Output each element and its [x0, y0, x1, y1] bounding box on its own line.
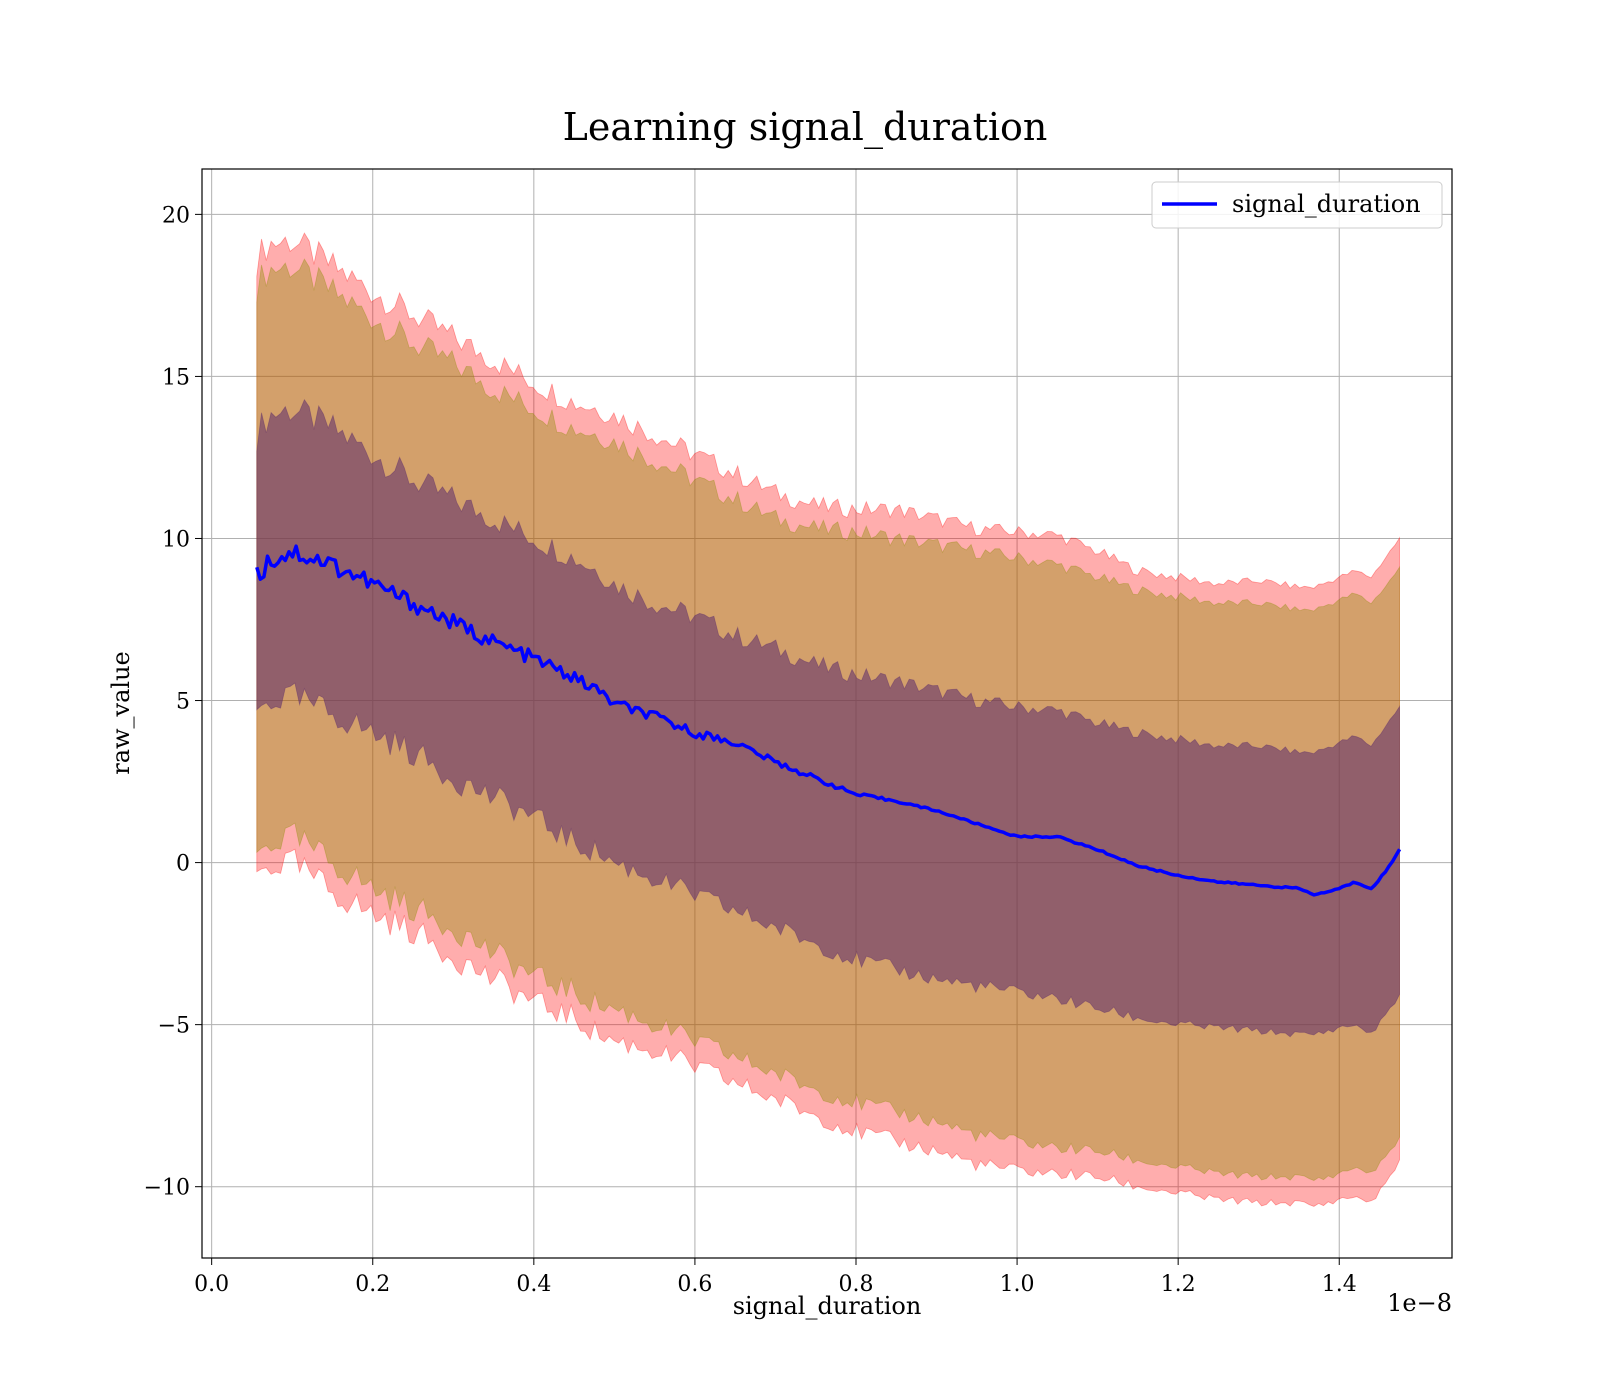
y-tick-label: 15	[162, 365, 190, 390]
signal-duration-line	[255, 544, 1402, 897]
x-axis-label: signal_duration	[733, 1292, 922, 1320]
y-tick-label: −5	[158, 1014, 190, 1039]
x-tick-label: 0.4	[516, 1272, 551, 1297]
chart-title: Learning signal_duration	[563, 105, 1048, 150]
plot-frame	[201, 168, 1453, 1259]
y-axis: −10 −5 0 5 10 15 20	[144, 203, 202, 1201]
y-tick-label: −10	[144, 1176, 190, 1201]
legend: signal_duration	[1151, 181, 1443, 229]
x-axis: 0.0 0.2 0.4 0.6 0.8 1.0 1.2 1.4	[194, 1258, 1357, 1297]
x-tick-label: 0.6	[677, 1272, 712, 1297]
y-axis-label: raw_value	[107, 651, 135, 775]
series	[255, 544, 1402, 897]
x-tick-label: 0.2	[355, 1272, 390, 1297]
x-tick-label: 0.0	[194, 1272, 229, 1297]
y-tick-label: 5	[176, 690, 190, 715]
inner-band	[256, 398, 1400, 1038]
legend-box	[1151, 181, 1443, 229]
y-tick-label: 20	[162, 203, 190, 228]
legend-label: signal_duration	[1232, 190, 1421, 218]
y-tick-label: 10	[162, 527, 190, 552]
x-tick-label: 1.0	[1000, 1272, 1035, 1297]
x-tick-label: 0.8	[838, 1272, 873, 1297]
confidence-bands	[256, 232, 1400, 1207]
x-offset-label: 1e−8	[1387, 1289, 1452, 1317]
y-tick-label: 0	[176, 852, 190, 877]
x-tick-label: 1.2	[1161, 1272, 1196, 1297]
plot-area	[201, 168, 1453, 1259]
x-tick-label: 1.4	[1322, 1272, 1357, 1297]
